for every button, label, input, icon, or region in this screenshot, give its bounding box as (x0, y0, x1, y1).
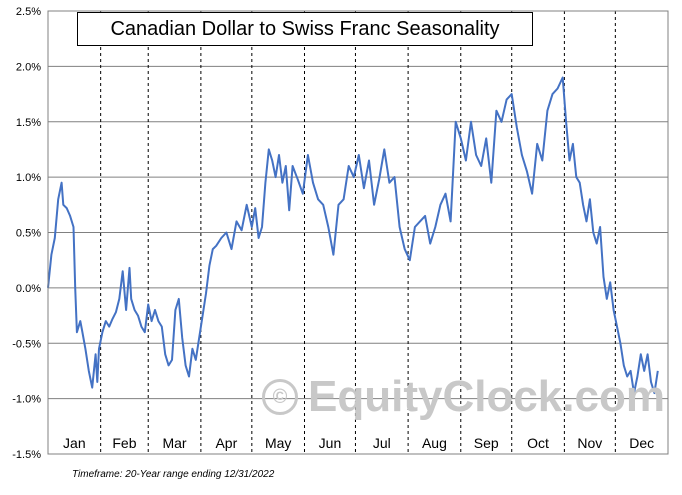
x-tick-label: Jan (63, 435, 86, 451)
x-tick-label: Apr (215, 435, 237, 451)
x-tick-label: Jun (319, 435, 342, 451)
series-line (47, 76, 659, 395)
timeframe-footnote: Timeframe: 20-Year range ending 12/31/20… (72, 469, 275, 480)
x-axis-ticks: Jan Feb Mar Apr May Jun Jul Aug Sep Oct Nov Dec (63, 435, 654, 451)
y-tick-label: 2.5% (16, 6, 41, 18)
y-axis-ticks: 2.5% 2.0% 1.5% 1.0% 0.5% 0.0% -0.5% -1.0% -1.5% (12, 6, 41, 461)
watermark: © EquityClock.com (262, 372, 665, 422)
y-tick-label: 1.0% (16, 172, 41, 184)
x-tick-label: May (265, 435, 291, 451)
x-tick-label: Aug (422, 435, 447, 451)
x-tick-label: Oct (527, 435, 549, 451)
x-tick-label: Nov (577, 435, 602, 451)
x-tick-label: Sep (474, 435, 499, 451)
y-tick-label: 0.0% (16, 283, 41, 295)
y-tick-label: 2.0% (16, 61, 41, 73)
grid-layer (48, 11, 668, 454)
y-tick-label: -1.5% (12, 449, 41, 461)
watermark-logo: © (262, 379, 298, 415)
y-tick-label: 1.5% (16, 117, 41, 129)
x-tick-label: Jul (373, 435, 391, 451)
y-tick-label: -0.5% (12, 338, 41, 350)
watermark-text: EquityClock.com (308, 372, 665, 421)
plot-frame (47, 10, 669, 455)
x-tick-label: Feb (112, 435, 136, 451)
y-tick-label: -1.0% (12, 394, 41, 406)
x-tick-label: Mar (162, 435, 186, 451)
x-tick-label: Dec (629, 435, 654, 451)
y-tick-label: 0.5% (16, 228, 41, 240)
chart-title: Canadian Dollar to Swiss Franc Seasonali… (77, 12, 533, 46)
